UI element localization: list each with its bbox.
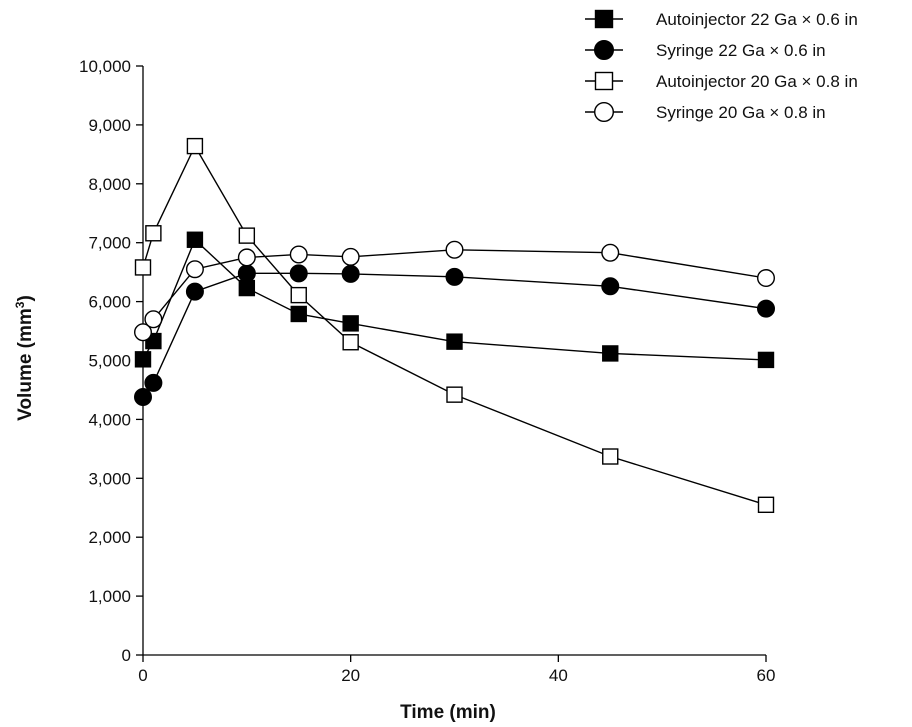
y-tick-label: 4,000 xyxy=(88,410,131,429)
data-point xyxy=(601,277,620,296)
y-tick-label: 10,000 xyxy=(79,57,131,76)
data-point xyxy=(342,315,359,332)
y-tick-label: 8,000 xyxy=(88,175,131,194)
data-point xyxy=(145,225,162,242)
series-line xyxy=(142,249,767,333)
data-point xyxy=(289,245,308,264)
data-point xyxy=(342,334,359,351)
legend-marker xyxy=(594,40,615,61)
y-axis-title-main: Volume (mm xyxy=(15,308,36,421)
y-tick-label: 0 xyxy=(122,646,131,665)
data-point xyxy=(289,264,308,283)
data-point xyxy=(445,267,464,286)
data-point xyxy=(757,351,775,369)
data-point xyxy=(238,279,256,297)
series-4 xyxy=(133,240,776,342)
data-point xyxy=(133,388,152,407)
data-point xyxy=(134,351,152,368)
series-3 xyxy=(134,137,775,514)
data-point xyxy=(341,247,360,266)
data-point xyxy=(290,286,307,304)
data-point xyxy=(290,305,307,323)
data-point xyxy=(757,269,776,288)
y-tick-label: 7,000 xyxy=(88,234,131,253)
axes xyxy=(142,66,766,656)
legend-label: Syringe 22 Ga × 0.6 in xyxy=(656,41,826,60)
x-axis-title: Time (min) xyxy=(400,702,496,723)
y-tick-label: 9,000 xyxy=(88,116,131,135)
y-axis-title: Volume (mm3) xyxy=(13,295,36,421)
data-point xyxy=(185,260,204,279)
data-point xyxy=(341,264,360,283)
data-point xyxy=(446,333,463,350)
data-point xyxy=(446,386,463,403)
data-point xyxy=(186,137,204,155)
data-point xyxy=(602,345,619,362)
y-tick-label: 2,000 xyxy=(88,528,131,547)
series-2 xyxy=(133,264,776,407)
y-tick-label: 1,000 xyxy=(88,587,131,606)
data-point xyxy=(602,448,619,465)
x-tick-label: 20 xyxy=(341,666,360,685)
data-point xyxy=(237,264,256,283)
series-1 xyxy=(134,231,775,369)
y-tick-label: 5,000 xyxy=(88,352,131,371)
legend-label: Autoinjector 20 Ga × 0.8 in xyxy=(656,72,858,91)
data-point xyxy=(601,243,620,262)
legend-label: Syringe 20 Ga × 0.8 in xyxy=(656,103,826,122)
series-line xyxy=(142,144,767,506)
data-point xyxy=(757,496,775,514)
x-tick-label: 0 xyxy=(138,666,147,685)
data-point xyxy=(133,323,152,342)
data-point xyxy=(757,299,776,318)
y-ticks: 0 1,000 2,000 3,000 4,000 5,000 6,000 7,000 8,00… xyxy=(79,57,143,665)
legend-marker xyxy=(594,9,614,29)
data-point xyxy=(186,231,204,248)
legend-label: Autoinjector 22 Ga × 0.6 in xyxy=(656,10,858,29)
legend-marker xyxy=(594,101,615,122)
data-point xyxy=(238,227,256,244)
x-tick-label: 60 xyxy=(757,666,776,685)
y-tick-label: 3,000 xyxy=(88,469,131,488)
y-axis-title-tail: ) xyxy=(15,295,36,301)
data-point xyxy=(134,259,152,276)
y-axis-title-superscript: 3 xyxy=(13,301,27,308)
data-point xyxy=(237,248,256,267)
x-ticks: 0 20 40 60 xyxy=(138,655,775,685)
data-point xyxy=(144,373,163,392)
data-point xyxy=(144,310,163,329)
legend: Autoinjector 22 Ga × 0.6 in Syringe 22 Ga… xyxy=(585,9,858,122)
x-tick-label: 40 xyxy=(549,666,568,685)
y-tick-label: 6,000 xyxy=(88,293,131,312)
legend-marker xyxy=(594,71,614,91)
data-point xyxy=(185,282,204,301)
data-point xyxy=(445,240,464,259)
series-layer xyxy=(133,137,776,514)
